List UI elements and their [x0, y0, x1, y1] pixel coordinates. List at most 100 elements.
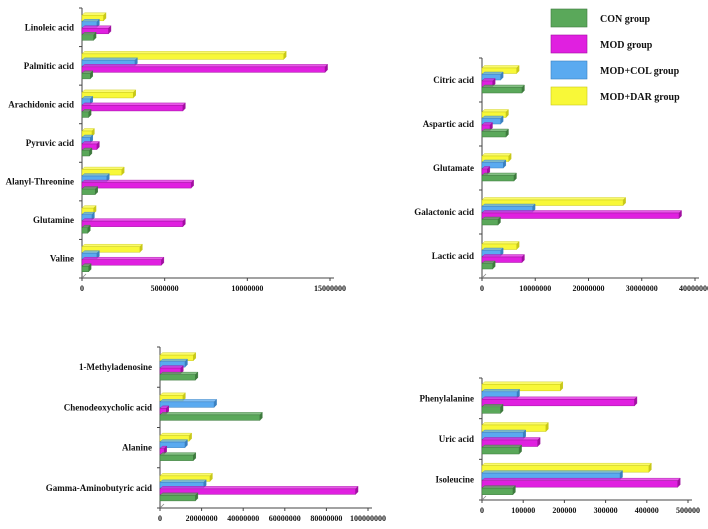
bar-top-face	[481, 437, 541, 441]
category-label: Linoleic acid	[25, 22, 74, 32]
bar-top-face	[81, 102, 186, 106]
bar-top-face	[81, 179, 195, 183]
bar-top-face	[481, 159, 507, 163]
bar	[481, 399, 635, 407]
legend-swatch	[550, 86, 588, 106]
chart-panel-4: 0 100000 200000 300000 400000 500000 Phenylala…	[419, 377, 700, 515]
x-tick-label: 0	[480, 284, 484, 293]
bar	[481, 487, 514, 495]
category-label: Chenodeoxycholic acid	[64, 402, 152, 412]
axis-depth-edge	[159, 503, 165, 509]
bar	[81, 111, 89, 118]
bar-top-face	[481, 71, 504, 75]
bar-top-face	[481, 485, 516, 489]
category-label: Pyruvic acid	[26, 138, 74, 148]
bar	[81, 34, 94, 41]
bar	[481, 131, 507, 138]
bar-top-face	[159, 452, 197, 456]
bar-top-face	[481, 65, 520, 69]
bar	[481, 447, 520, 455]
x-tick-label: 15000000	[314, 284, 346, 293]
x-tick-label: 10000000	[519, 284, 551, 293]
bar-top-face	[159, 352, 197, 356]
x-tick-label: 10000000	[231, 284, 263, 293]
bar-top-face	[81, 244, 143, 247]
axis-depth-edge	[481, 495, 487, 501]
category-label: Galactonic acid	[414, 207, 474, 217]
x-tick-label: 40000000	[227, 514, 259, 523]
category-label: Uric acid	[439, 434, 474, 444]
bar	[81, 188, 96, 195]
bar-top-face	[159, 486, 359, 490]
bar-top-face	[81, 141, 100, 145]
legend-label: CON group	[600, 14, 651, 25]
bar-top-face	[481, 84, 525, 88]
chart-panel-2: 0 10000000 20000000 30000000 40000000 Citric …	[414, 57, 708, 293]
bar	[481, 175, 515, 182]
bar-top-face	[481, 210, 683, 214]
chart-panel-3: 0 20000000 40000000 60000000 80000000 1000000…	[46, 346, 386, 523]
bar-top-face	[81, 257, 165, 260]
x-tick-label: 30000000	[626, 284, 658, 293]
axis-depth-edge	[481, 273, 487, 279]
axis-depth-edge	[81, 273, 87, 279]
bar-top-face	[481, 396, 638, 400]
x-tick-label: 0	[480, 506, 484, 515]
x-tick-label: 500000	[676, 506, 700, 515]
bar-top-face	[481, 422, 549, 426]
x-tick-label: 20000000	[186, 514, 218, 523]
category-label: Citric acid	[433, 75, 474, 85]
bar	[81, 227, 89, 234]
bar-top-face	[81, 57, 138, 61]
bar	[159, 495, 196, 502]
bar-top-face	[81, 250, 100, 254]
x-tick-label: 300000	[594, 506, 618, 515]
category-label: Alanyl-Threonine	[6, 177, 74, 187]
category-label: Lactic acid	[432, 251, 474, 261]
bar	[481, 212, 680, 219]
bar	[81, 259, 162, 266]
bar	[481, 263, 493, 270]
x-tick-label: 5000000	[151, 284, 179, 293]
bar	[81, 105, 184, 112]
bar-top-face	[481, 381, 564, 385]
bar-top-face	[481, 477, 681, 481]
bar-top-face	[481, 197, 627, 201]
legend-swatch	[550, 8, 588, 28]
category-label: Glutamine	[33, 215, 74, 225]
category-label: Palmitic acid	[24, 61, 74, 71]
bar	[81, 73, 91, 80]
bar-top-face	[481, 404, 504, 408]
bar-top-face	[481, 462, 652, 466]
chart-panel-1: 0 5000000 10000000 15000000 Linoleic acid Pal…	[6, 7, 346, 293]
bar	[159, 454, 194, 461]
bar	[159, 488, 356, 495]
bar	[81, 150, 90, 157]
bar	[81, 220, 184, 227]
legend-swatch	[550, 34, 588, 54]
bar-top-face	[159, 473, 213, 477]
category-label: Isoleucine	[435, 475, 474, 485]
bar	[81, 66, 326, 73]
bar-top-face	[481, 109, 509, 113]
bar	[481, 87, 523, 94]
bar-top-face	[481, 153, 512, 157]
bar-top-face	[481, 389, 521, 393]
bar	[481, 199, 624, 206]
bar-top-face	[81, 12, 107, 16]
bar	[159, 401, 215, 408]
category-label: Glutamate	[433, 163, 474, 173]
bar	[481, 219, 499, 226]
bar-top-face	[81, 173, 110, 177]
bar	[481, 384, 561, 392]
bar-top-face	[159, 399, 218, 403]
bar	[481, 256, 523, 263]
bar	[481, 406, 501, 414]
x-tick-label: 200000	[552, 506, 576, 515]
category-label: 1-Methyladenosine	[79, 362, 152, 372]
legend-label: MOD+COL group	[600, 66, 680, 77]
legend-label: MOD+DAR group	[600, 92, 680, 103]
bar-top-face	[81, 218, 186, 222]
